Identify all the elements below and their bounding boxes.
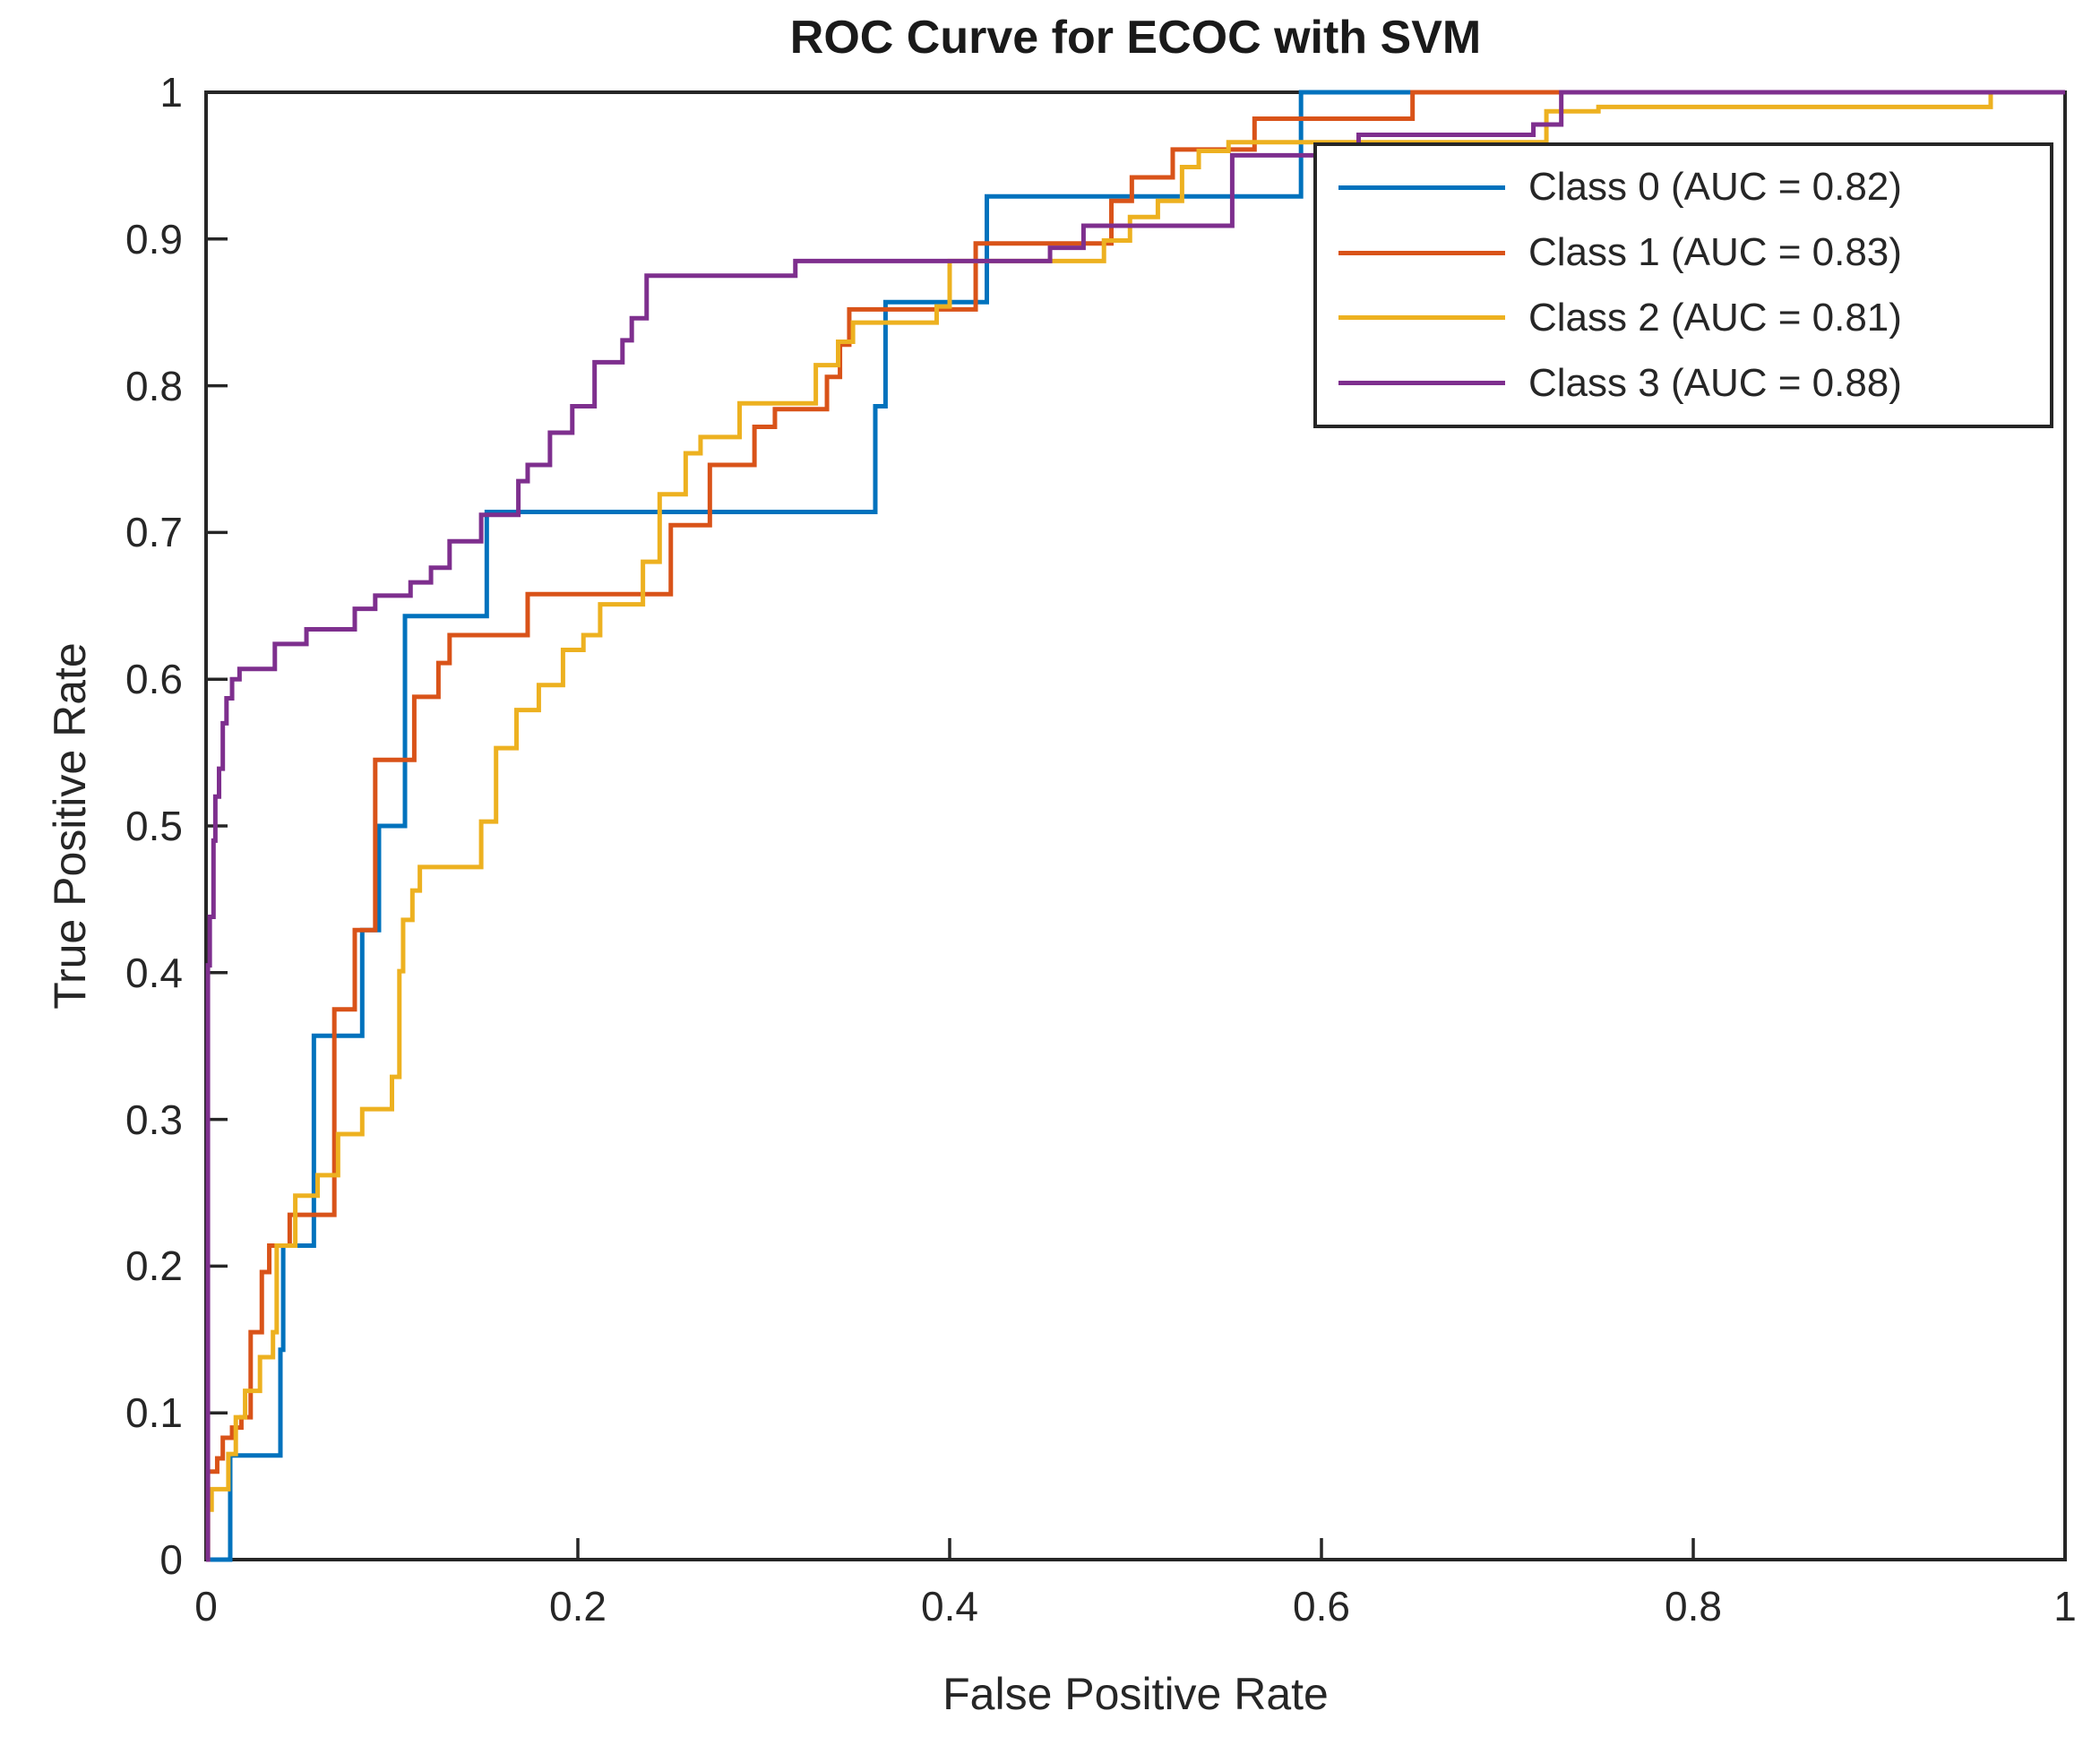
y-tick-label-0.9: 0.9 — [125, 215, 183, 262]
y-tick-label-0: 0 — [159, 1536, 183, 1583]
y-tick-label-1: 1 — [159, 69, 183, 116]
roc-curve-class-3 — [205, 90, 2065, 1562]
legend-line-swatch-class-1 — [1338, 250, 1505, 255]
chart-title: ROC Curve for ECOC with SVM — [789, 12, 1482, 64]
y-tick-label-0.4: 0.4 — [125, 949, 183, 996]
legend-line-swatch-class-2 — [1338, 315, 1505, 321]
roc-curves-layer — [205, 90, 2065, 1562]
legend-label: Class 1 (AUC = 0.83) — [1528, 230, 1902, 275]
x-axis-label: False Positive Rate — [942, 1669, 1329, 1719]
y-tick-label-0.3: 0.3 — [125, 1096, 183, 1143]
y-tick-label-0.7: 0.7 — [125, 509, 183, 556]
y-tick-label-0.5: 0.5 — [125, 803, 183, 849]
x-tick-label-0.8: 0.8 — [1665, 1583, 1722, 1629]
y-tick-label-0.2: 0.2 — [125, 1242, 183, 1290]
roc-curve-class-2 — [205, 90, 2065, 1562]
y-tick-label-0.6: 0.6 — [125, 656, 183, 703]
y-tick-label-0.1: 0.1 — [125, 1389, 183, 1437]
roc-curve-class-0 — [206, 90, 2065, 1562]
legend-line-swatch-class-0 — [1338, 185, 1505, 190]
legend-line-swatch-class-3 — [1338, 381, 1505, 386]
legend-label: Class 2 (AUC = 0.81) — [1528, 295, 1902, 340]
y-tick-label-0.8: 0.8 — [125, 362, 183, 409]
x-tick-label-0.4: 0.4 — [921, 1583, 978, 1629]
legend-label: Class 3 (AUC = 0.88) — [1528, 360, 1902, 405]
legend-item-class-1: Class 1 (AUC = 0.83) — [1317, 220, 2050, 285]
legend-item-class-0: Class 0 (AUC = 0.82) — [1317, 155, 2050, 219]
x-tick-label-1: 1 — [2053, 1583, 2077, 1629]
legend-label: Class 0 (AUC = 0.82) — [1528, 165, 1902, 210]
x-tick-label-0.2: 0.2 — [549, 1583, 607, 1629]
legend-item-class-3: Class 3 (AUC = 0.88) — [1317, 351, 2050, 416]
legend: Class 0 (AUC = 0.82) Class 1 (AUC = 0.83… — [1313, 142, 2053, 428]
x-tick-label-0: 0 — [194, 1583, 218, 1629]
x-tick-label-0.6: 0.6 — [1293, 1583, 1350, 1629]
y-axis-label: True Positive Rate — [45, 642, 95, 1010]
legend-item-class-2: Class 2 (AUC = 0.81) — [1317, 286, 2050, 350]
